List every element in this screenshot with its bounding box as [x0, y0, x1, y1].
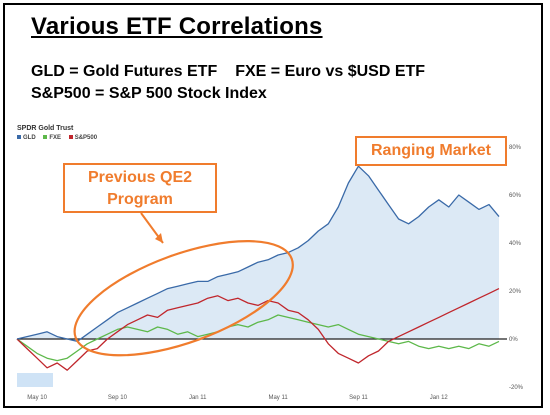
y-tick-label: 60% — [509, 193, 522, 199]
sp500-line — [16, 288, 500, 371]
legend-sp500: S&P500 — [68, 135, 97, 141]
y-tick-label: 40% — [509, 241, 522, 247]
legend-fxe: FXE — [43, 135, 61, 141]
qe2-callout: Previous QE2 Program — [63, 163, 217, 213]
y-tick-label: 20% — [509, 289, 522, 295]
x-tick-label: May 10 — [27, 395, 47, 401]
x-tick-label: Jan 12 — [430, 395, 449, 401]
y-tick-label: -20% — [509, 385, 524, 391]
gld-area-fill — [17, 166, 499, 342]
x-tick-label: Sep 10 — [108, 395, 128, 401]
ranging-market-callout: Ranging Market — [355, 136, 507, 166]
chart-legend: GLD FXE S&P500 — [17, 135, 103, 141]
sp500-definition: S&P500 = S&P 500 Stock Index — [31, 85, 267, 102]
x-tick-label: May 11 — [268, 395, 288, 401]
slide-frame: Various ETF Correlations GLD = Gold Futu… — [3, 3, 543, 408]
gld-definition: GLD = Gold Futures ETF — [31, 63, 218, 80]
slide-title: Various ETF Correlations — [31, 13, 323, 40]
chart-title: SPDR Gold Trust — [17, 125, 74, 132]
qe2-arrow-head — [155, 233, 163, 243]
qe2-ellipse — [73, 240, 294, 357]
y-tick-label: 0% — [509, 337, 518, 343]
x-tick-label: Sep 11 — [349, 395, 368, 401]
y-tick-label: 80% — [509, 145, 522, 151]
fxe-definition: FXE = Euro vs $USD ETF — [235, 63, 426, 80]
range-navigator — [17, 373, 53, 387]
gld-line — [16, 165, 500, 343]
chart-area: 80% 60% 40% 20% 0% -20% May 10 Sep 10 Jan 11 May … — [13, 123, 541, 405]
chart-svg: 80% 60% 40% 20% 0% -20% May 10 Sep 10 Jan 11 May … — [16, 145, 524, 401]
legend-gld: GLD — [17, 135, 36, 141]
definitions-line-1: GLD = Gold Futures ETF FXE = Euro vs $USD… — [31, 63, 425, 81]
x-tick-label: Jan 11 — [189, 395, 207, 401]
fxe-line — [16, 314, 500, 362]
